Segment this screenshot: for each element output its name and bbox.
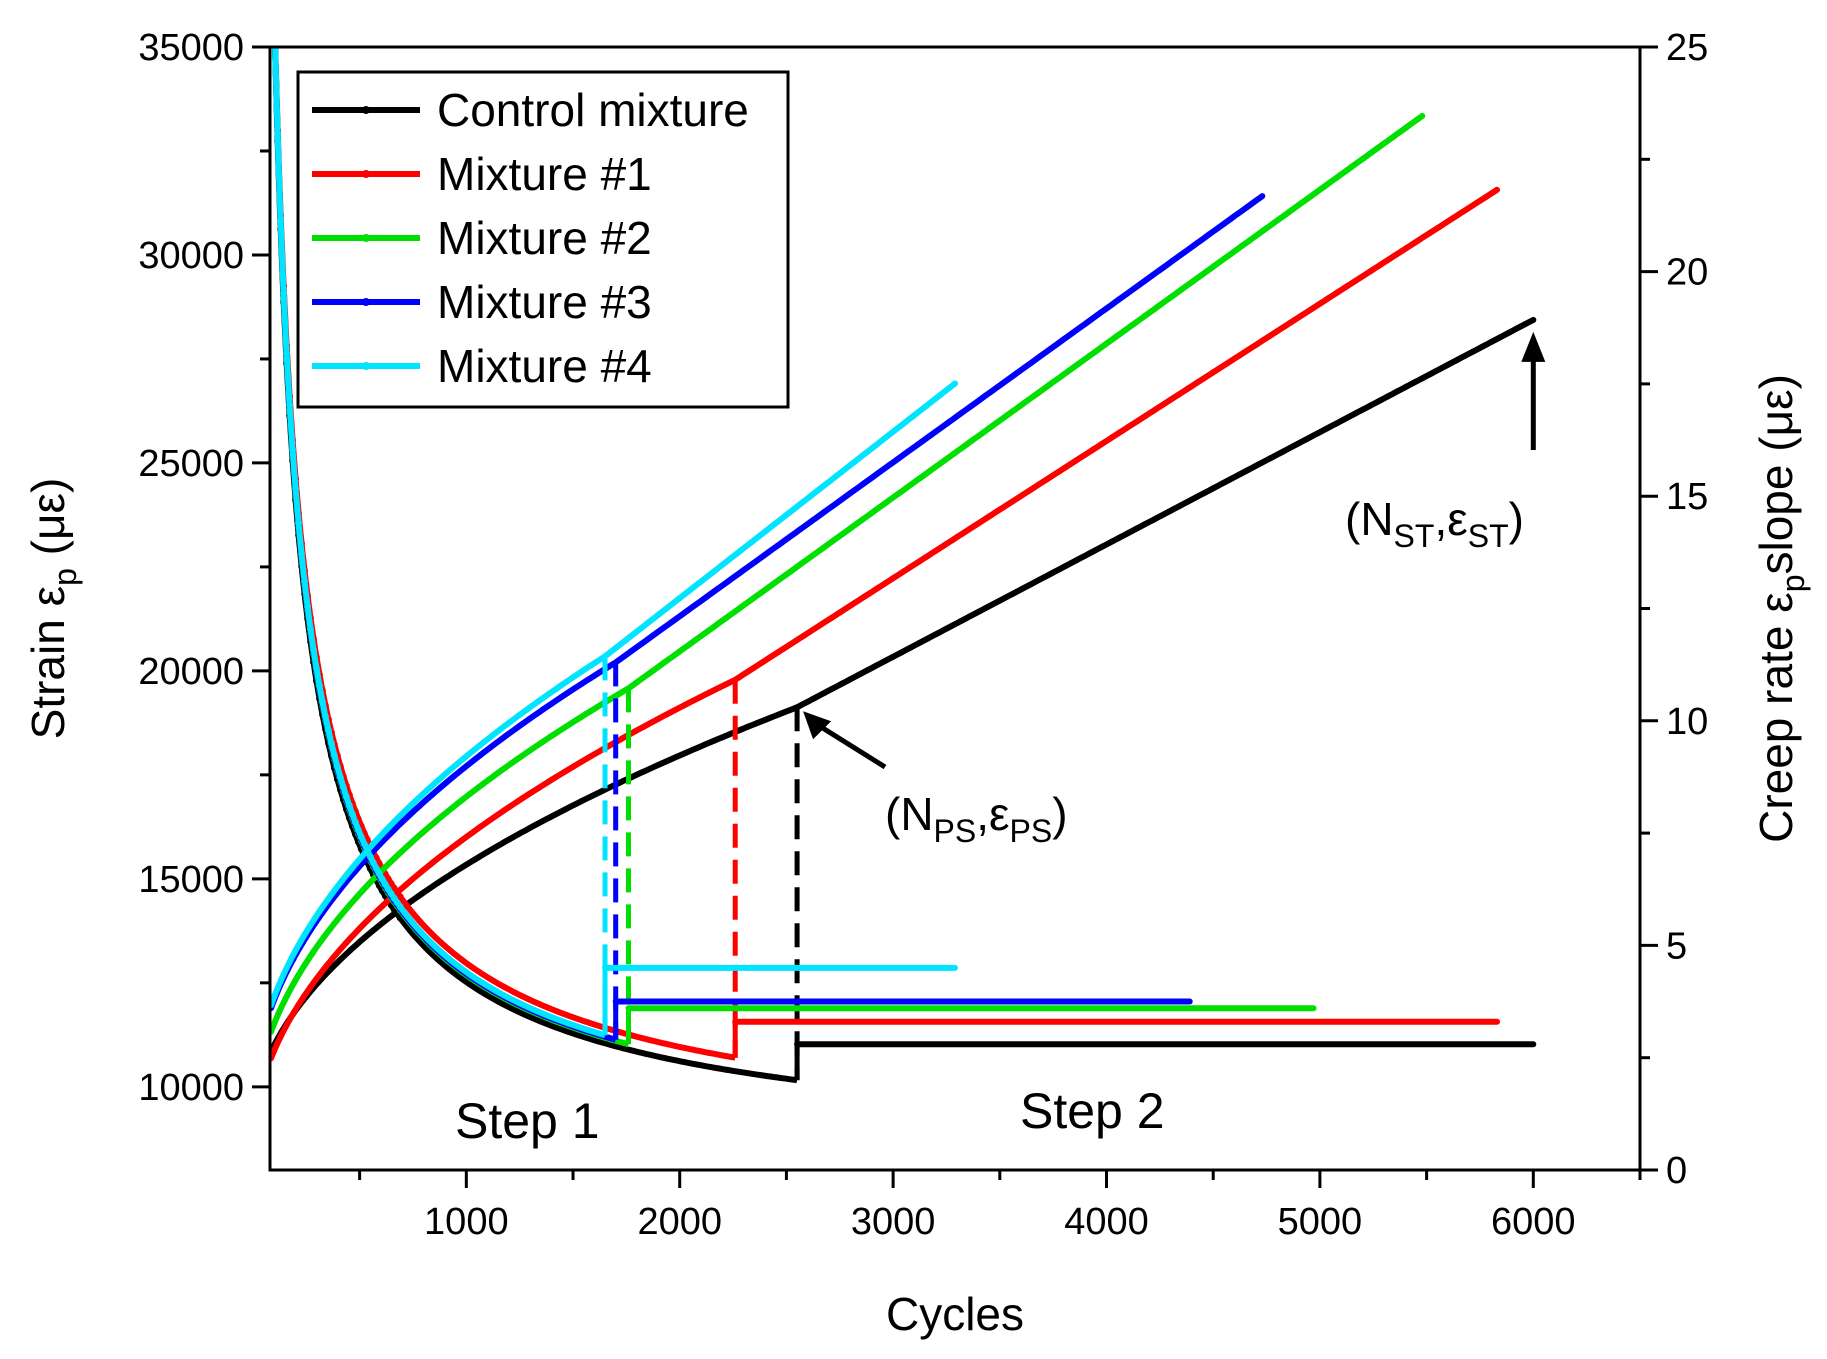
series-5-creep-marker [375, 870, 383, 878]
y-right-tick-label: 10 [1666, 701, 1708, 743]
series-5-creep-marker [277, 218, 285, 226]
y-right-tick-label: 0 [1666, 1150, 1687, 1192]
legend-item-2: Mixture #1 [312, 148, 652, 200]
x-tick-label: 6000 [1491, 1201, 1576, 1243]
series-5-creep-marker [354, 826, 362, 834]
legend-label: Mixture #4 [437, 340, 652, 392]
series-5-creep-marker [271, 24, 278, 31]
legend-item-4: Mixture #3 [312, 276, 652, 328]
series-5-creep-marker [360, 840, 368, 848]
series-5-creep-marker [349, 810, 356, 818]
legend-item-3: Mixture #2 [312, 212, 652, 264]
x-tick-label: 1000 [424, 1201, 509, 1243]
y-left-axis-title: Strain εp (με) [22, 478, 83, 740]
series-5-creep-marker [372, 865, 380, 872]
series-5-creep-marker [325, 727, 332, 734]
series-5-creep-marker [346, 802, 353, 810]
annotation-st: (NST,εST) [1345, 493, 1524, 554]
annotation-ps: (NPS,εPS) [885, 788, 1068, 849]
legend-label: Mixture #3 [437, 276, 652, 328]
legend-label: Control mixture [437, 84, 749, 136]
series-5-creep-marker [352, 818, 359, 826]
legend-marker [362, 106, 370, 114]
y-right-tick-label: 5 [1666, 925, 1687, 967]
series-5-creep-marker [307, 625, 314, 633]
annotations: (NPS,εPS) (NST,εST) Step 1 Step 2 [455, 331, 1546, 1149]
series-5-creep-marker [322, 713, 329, 721]
series-2-creep-marker [271, 22, 278, 29]
step-2-label: Step 2 [1020, 1083, 1165, 1139]
series-5-creep-marker [357, 833, 365, 841]
legend-label: Mixture #2 [437, 212, 652, 264]
y-left-tick-label: 35000 [138, 27, 244, 69]
series-5-creep-marker [366, 853, 374, 861]
series-4-strain-line [270, 193, 1266, 1012]
series-5-creep-marker [381, 880, 389, 888]
y-left-tick-label: 20000 [138, 651, 244, 693]
x-axis-title: Cycles [886, 1288, 1024, 1340]
series-5-creep-marker [292, 485, 299, 493]
series-5-creep-marker [337, 774, 344, 781]
ps-arrow-shaft [813, 721, 887, 770]
y-right-tick-label: 15 [1666, 476, 1708, 518]
series-5-creep-marker [319, 698, 326, 706]
st-arrow-head [1521, 331, 1546, 362]
y-right-tick-label: 25 [1666, 27, 1708, 69]
series-1-strain-line [270, 316, 1537, 1055]
series-5-strain-line [270, 380, 958, 1009]
legend-marker [362, 298, 370, 306]
series-5-creep-marker [331, 752, 338, 759]
series-5-creep-marker [369, 859, 377, 867]
series-5-creep-marker [295, 519, 302, 527]
legend-marker [362, 234, 370, 242]
y-right-axis-title: Creep rate εpslope (με) [1750, 374, 1811, 843]
series-5-creep-marker [328, 740, 335, 747]
series-2-creep-marker [396, 893, 404, 901]
series-5-creep-marker [301, 578, 308, 585]
series-4-creep-marker [271, 25, 278, 32]
series-5-creep-marker [310, 646, 317, 653]
x-tick-label: 5000 [1278, 1201, 1363, 1243]
series-5-creep-marker [280, 289, 288, 297]
legend-marker [362, 170, 370, 178]
series-3-creep-marker [271, 25, 278, 32]
series-5-creep-marker [378, 875, 386, 883]
y-left-tick-label: 10000 [138, 1067, 244, 1109]
legend-marker [362, 362, 370, 370]
x-tick-label: 2000 [637, 1201, 722, 1243]
series-5-creep-marker [396, 903, 404, 911]
series-5 [270, 24, 958, 1039]
y-left-tick-label: 30000 [138, 235, 244, 277]
series-5-creep-marker [274, 131, 282, 139]
series-5-creep-marker [363, 847, 371, 854]
series-5-creep-marker [343, 793, 350, 801]
series-5-creep-marker [334, 763, 341, 771]
legend-item-5: Mixture #4 [312, 340, 652, 392]
y-left-tick-label: 15000 [138, 859, 244, 901]
step-1-label: Step 1 [455, 1093, 600, 1149]
series-5-creep-marker [289, 446, 296, 454]
series-2-strain-line [270, 186, 1500, 1062]
legend-item-1: Control mixture [312, 84, 749, 136]
series-5-creep-marker [340, 784, 347, 791]
series-5-creep-marker [304, 603, 311, 610]
legend-label: Mixture #1 [437, 148, 652, 200]
series-5-creep-marker [316, 682, 323, 690]
y-left-tick-label: 25000 [138, 443, 244, 485]
axes: 1000 2000 3000 4000 5000 6000 10000 15000 20000 2… [22, 27, 1811, 1340]
ps-arrow-head [803, 711, 832, 740]
x-tick-label: 3000 [851, 1201, 936, 1243]
x-tick-label: 4000 [1064, 1201, 1149, 1243]
series-1-creep-marker [271, 27, 278, 34]
series-5-creep-marker [313, 665, 320, 672]
legend: Control mixture Mixture #1 Mixture #2 Mixtu… [296, 70, 790, 409]
series-5-creep-marker [283, 350, 290, 357]
series-5-creep-marker [286, 401, 293, 409]
series-3-strain-line [270, 112, 1426, 1035]
series-5-creep-marker [298, 550, 305, 558]
y-right-tick-label: 20 [1666, 252, 1708, 294]
plot-area [270, 22, 1537, 1084]
